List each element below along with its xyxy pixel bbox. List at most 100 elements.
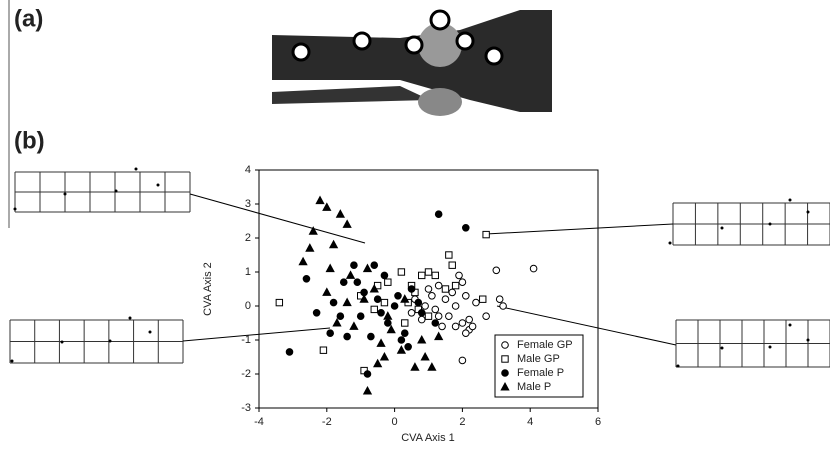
deformation-grids <box>9 167 830 368</box>
landmark <box>788 198 792 202</box>
x-tick-label: -2 <box>322 416 332 428</box>
x-tick-label: -4 <box>254 416 264 428</box>
point <box>308 226 318 235</box>
x-tick-label: 2 <box>459 416 465 428</box>
point <box>275 298 284 307</box>
point <box>384 278 392 286</box>
y-axis-label: CVA Axis 2 <box>202 262 214 316</box>
point <box>492 266 501 275</box>
plot-frame <box>258 169 599 409</box>
point <box>367 332 375 341</box>
point <box>379 351 390 361</box>
panel-label: (b) <box>14 127 45 154</box>
plot: -4 -2 0 2 4 6 -3 -2 -1 0 1 2 3 4 Female GP Male GP Femal… <box>241 164 601 428</box>
point <box>370 305 378 314</box>
x-tick-label: 0 <box>392 416 398 428</box>
point <box>461 292 470 300</box>
landmark <box>60 340 64 344</box>
point <box>400 329 409 338</box>
legend-box <box>494 334 584 398</box>
point <box>380 298 389 307</box>
point <box>380 271 389 280</box>
point <box>404 343 412 351</box>
y-tick-label: 2 <box>245 232 251 244</box>
x-tick-label: 6 <box>595 416 601 428</box>
point <box>458 278 467 287</box>
landmark <box>63 192 67 196</box>
point <box>362 263 373 273</box>
landmark <box>108 339 112 343</box>
landmark <box>806 210 810 214</box>
landmark <box>148 330 152 334</box>
point <box>383 311 393 320</box>
point <box>417 309 426 317</box>
point <box>431 271 439 280</box>
legend-marker <box>501 341 509 349</box>
point <box>285 348 294 356</box>
landmark <box>676 364 680 368</box>
point <box>451 322 460 331</box>
point <box>363 370 372 378</box>
point <box>401 319 409 327</box>
legend-marker <box>501 369 509 377</box>
point <box>376 338 386 347</box>
landmark <box>668 241 672 245</box>
legend-marker <box>500 381 510 391</box>
point <box>302 275 311 283</box>
point <box>400 294 410 303</box>
y-tick-label: -1 <box>241 334 251 346</box>
point <box>417 315 426 324</box>
point <box>418 271 426 280</box>
point <box>353 278 362 287</box>
point <box>448 288 457 297</box>
point <box>420 351 430 361</box>
point <box>373 358 383 368</box>
point <box>417 334 427 344</box>
point <box>342 297 352 307</box>
point <box>339 278 348 287</box>
point <box>441 295 450 304</box>
point <box>377 309 385 317</box>
point <box>397 336 406 344</box>
point <box>350 261 358 270</box>
point <box>472 298 480 307</box>
point <box>451 281 460 290</box>
point <box>438 322 446 331</box>
landmark <box>768 222 772 226</box>
point <box>328 239 339 249</box>
point <box>390 302 399 310</box>
y-tick-label: 3 <box>245 198 251 210</box>
point <box>529 264 538 273</box>
y-tick-label: 4 <box>245 164 251 176</box>
landmark <box>114 189 118 193</box>
point <box>424 285 433 293</box>
point <box>421 302 429 310</box>
point <box>319 346 328 354</box>
legend-marker <box>501 355 509 363</box>
point <box>461 329 470 338</box>
point <box>407 285 416 293</box>
point <box>325 263 335 273</box>
point <box>305 243 315 252</box>
point <box>326 329 334 338</box>
point <box>356 312 365 321</box>
legend-label: Female P <box>517 367 564 379</box>
legend-label: Male GP <box>517 353 560 365</box>
point <box>441 285 450 293</box>
point <box>479 295 487 303</box>
legend-label: Male P <box>517 381 551 393</box>
point <box>342 219 352 228</box>
point <box>343 332 351 341</box>
point <box>458 356 467 365</box>
landmark <box>134 167 138 171</box>
point <box>336 312 345 321</box>
point <box>445 251 453 259</box>
leader-lines <box>182 193 677 346</box>
point <box>359 294 369 303</box>
point <box>322 287 332 296</box>
point <box>345 270 356 279</box>
landmark <box>806 338 810 342</box>
landmark <box>788 323 792 327</box>
point <box>414 298 423 307</box>
point <box>335 209 346 218</box>
